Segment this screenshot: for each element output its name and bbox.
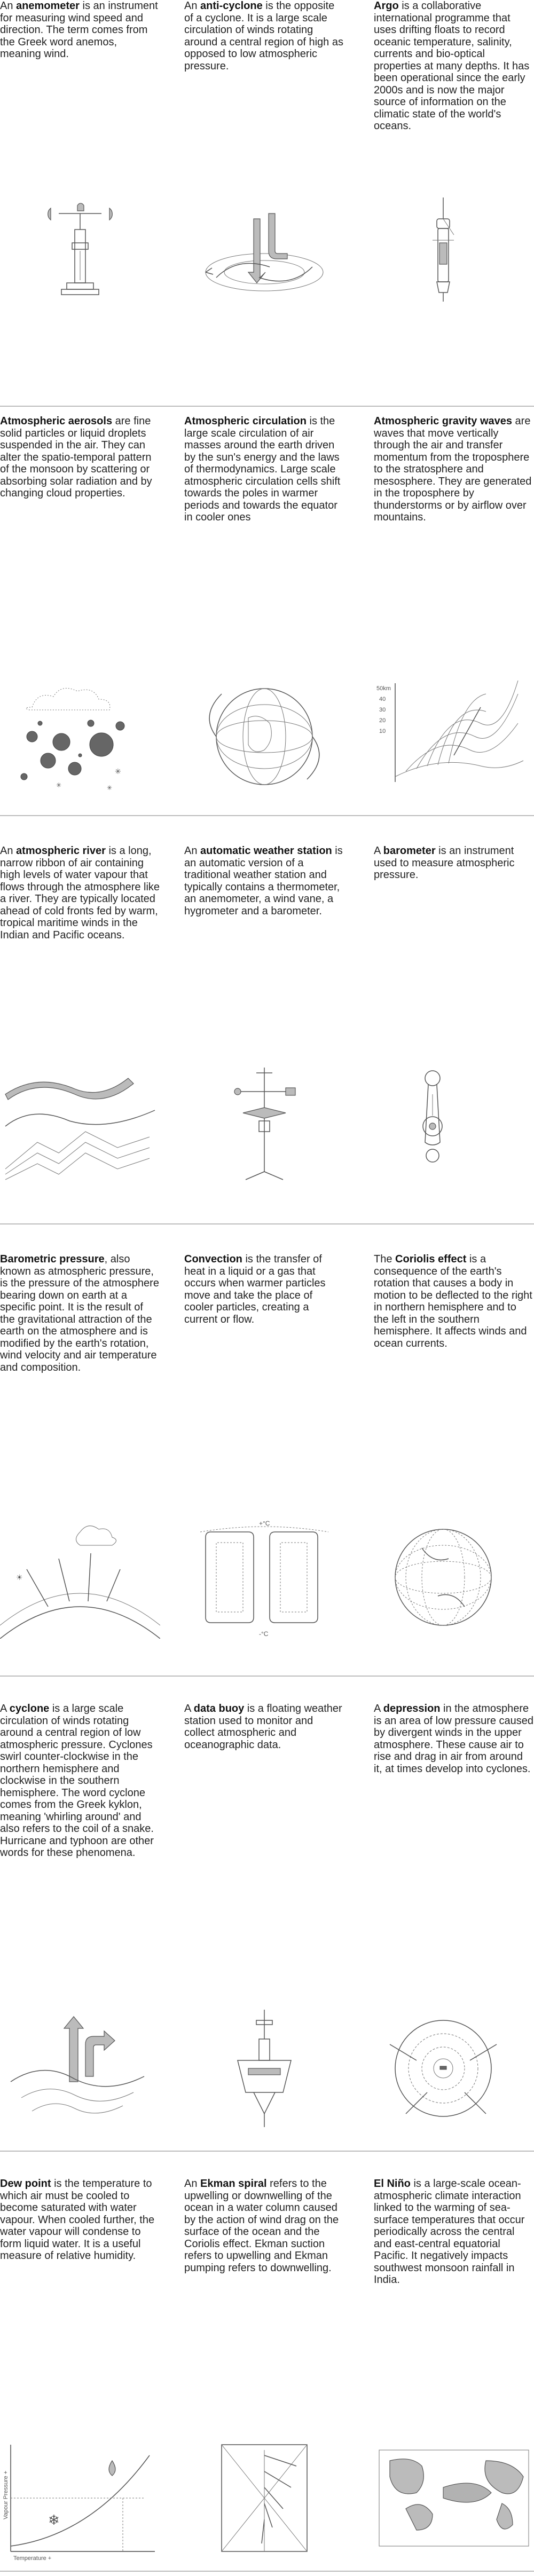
scale-label: 40	[379, 696, 386, 702]
ekman-spiral-icon	[184, 2439, 344, 2562]
term: Dew point	[0, 2178, 51, 2190]
glossary-entry-barometric-pressure: Barometric pressure, also known as atmos…	[0, 1253, 159, 1373]
glossary-entry-convection: Convection is the transfer of heat in a …	[184, 1253, 326, 1325]
scale-label: 20	[379, 717, 386, 724]
svg-text:✳: ✳	[115, 767, 121, 776]
term: Argo	[374, 0, 399, 12]
depression-icon	[374, 2007, 534, 2130]
glossary-entry-atmospheric-river: An atmospheric river is a long, narrow r…	[0, 845, 160, 941]
svg-text:✳: ✳	[107, 784, 112, 792]
term: atmospheric river	[16, 845, 106, 857]
term: Atmospheric aerosols	[0, 415, 113, 427]
aerosols-icon: ✳ ✳ ✳	[0, 675, 160, 798]
glossary-entry-argo: Argo is a collaborative international pr…	[374, 0, 530, 132]
term: Convection	[184, 1253, 242, 1265]
svg-text:❄: ❄	[48, 2512, 60, 2528]
glossary-entry-automatic-weather-station: An automatic weather station is an autom…	[184, 845, 343, 917]
scale-label: 50km	[376, 685, 391, 692]
glossary-entry-atmospheric-aerosols: Atmospheric aerosols are fine solid part…	[0, 415, 152, 499]
weather-station-icon	[184, 1062, 344, 1185]
scale-label: 30	[379, 707, 386, 713]
cold-label: -°C	[259, 1630, 269, 1638]
row-divider	[0, 815, 534, 816]
term: Atmospheric gravity waves	[374, 415, 512, 427]
svg-text:✳: ✳	[56, 781, 61, 789]
globe-circulation-icon	[184, 675, 344, 798]
glossary-entry-atmospheric-circulation: Atmospheric circulation is the large sca…	[184, 415, 341, 523]
glossary-entry-ekman-spiral: An Ekman spiral refers to the upwelling …	[184, 2178, 339, 2274]
glossary-entry-anemometer: An anemometer is an instrument for measu…	[0, 0, 158, 60]
convection-icon: +°C -°C	[184, 1516, 344, 1639]
glossary-entry-coriolis-effect: The Coriolis effect is a consequence of …	[374, 1253, 532, 1349]
term: Atmospheric circulation	[184, 415, 307, 427]
argo-float-icon	[374, 192, 534, 315]
row-divider	[0, 1676, 534, 1677]
anti-cyclone-icon	[184, 192, 344, 315]
cyclone-icon	[0, 2007, 160, 2130]
term: automatic weather station	[200, 845, 332, 857]
term: Ekman spiral	[200, 2178, 267, 2190]
glossary-entry-data-buoy: A data buoy is a floating weather statio…	[184, 1703, 342, 1751]
term: barometer	[383, 845, 436, 857]
warm-label: +°C	[259, 1520, 270, 1527]
term: anti-cyclone	[200, 0, 263, 12]
barometric-pressure-icon: ☀	[0, 1516, 161, 1639]
glossary-entry-anti-cyclone: An anti-cyclone is the opposite of a cyc…	[184, 0, 343, 72]
glossary-entry-atmospheric-gravity-waves: Atmospheric gravity waves are waves that…	[374, 415, 532, 523]
glossary-entry-el-nino: El Niño is a large-scale ocean-atmospher…	[374, 2178, 525, 2286]
data-buoy-icon	[184, 2007, 344, 2130]
scale-label: 10	[379, 728, 386, 734]
gravity-waves-icon: 50km 40 30 20 10	[374, 675, 534, 798]
row-divider	[0, 406, 534, 407]
term: depression	[383, 1703, 441, 1714]
term: anemometer	[16, 0, 80, 12]
coriolis-globe-icon	[374, 1516, 534, 1639]
row-divider	[0, 2571, 534, 2572]
term: Barometric pressure	[0, 1253, 105, 1265]
term: cyclone	[9, 1703, 50, 1714]
x-axis-label: Temperature +	[13, 2555, 51, 2562]
term: Coriolis effect	[395, 1253, 467, 1265]
term: El Niño	[374, 2178, 411, 2190]
svg-text:☀: ☀	[16, 1573, 23, 1582]
barometer-icon	[374, 1062, 534, 1185]
glossary-entry-cyclone: A cyclone is a large scale circulation o…	[0, 1703, 154, 1859]
y-axis-label: Vapour Pressure +	[3, 2471, 9, 2519]
glossary-entry-depression: A depression in the atmosphere is an are…	[374, 1703, 534, 1775]
glossary-entry-dew-point: Dew point is the temperature to which ai…	[0, 2178, 155, 2262]
anemometer-icon	[0, 192, 160, 315]
el-nino-map-icon	[374, 2439, 534, 2562]
atmospheric-river-icon	[0, 1062, 160, 1185]
row-divider	[0, 1223, 534, 1224]
dew-point-graph-icon: ❄ Vapour Pressure + Temperature +	[0, 2439, 160, 2562]
row-divider	[0, 2151, 534, 2152]
term: data buoy	[193, 1703, 245, 1714]
glossary-entry-barometer: A barometer is an instrument used to mea…	[374, 845, 515, 881]
